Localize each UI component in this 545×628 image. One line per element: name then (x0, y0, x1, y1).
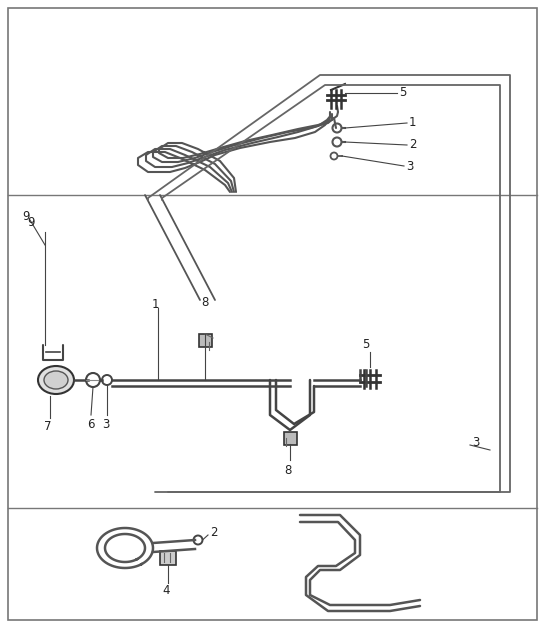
Text: 5: 5 (362, 338, 370, 352)
Text: 7: 7 (44, 421, 51, 433)
Text: 6: 6 (87, 418, 94, 431)
Bar (160, 551, 176, 565)
Text: 2: 2 (409, 139, 416, 151)
Text: 3: 3 (472, 436, 480, 450)
Bar (199, 334, 212, 347)
Text: 9: 9 (27, 215, 34, 229)
Text: 1: 1 (409, 117, 416, 129)
Text: 4: 4 (162, 585, 169, 597)
Text: 9: 9 (22, 210, 29, 222)
Text: 8: 8 (201, 296, 208, 310)
Text: 3: 3 (406, 160, 413, 173)
Text: 2: 2 (210, 526, 217, 538)
Ellipse shape (44, 371, 68, 389)
Text: 1: 1 (152, 298, 160, 310)
Text: 8: 8 (284, 463, 292, 477)
Ellipse shape (38, 366, 74, 394)
Text: 5: 5 (399, 87, 407, 99)
Bar (284, 432, 297, 445)
Text: 3: 3 (102, 418, 110, 431)
